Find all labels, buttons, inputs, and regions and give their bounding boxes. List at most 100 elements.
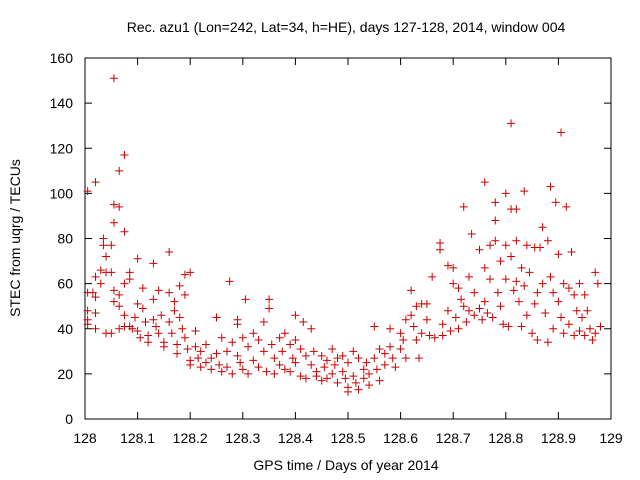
data-point-79: [194, 354, 203, 363]
data-point-21: [109, 74, 118, 83]
data-point-84: [207, 354, 216, 363]
data-point-95: [228, 369, 237, 378]
data-point-266: [554, 250, 563, 259]
data-point-168: [375, 376, 384, 385]
data-point-103: [244, 342, 253, 351]
data-point-0: [83, 187, 92, 196]
data-point-146: [333, 354, 342, 363]
data-point-72: [180, 333, 189, 342]
data-point-5: [88, 288, 97, 297]
data-point-231: [501, 189, 510, 198]
data-point-145: [330, 360, 339, 369]
data-point-174: [391, 363, 400, 372]
x-tick-label-0: 128: [73, 430, 97, 446]
data-point-211: [467, 229, 476, 238]
data-point-30: [115, 324, 124, 333]
data-point-131: [301, 351, 310, 360]
data-point-276: [570, 290, 579, 299]
data-point-91: [223, 347, 232, 356]
data-point-81: [196, 363, 205, 372]
data-point-74: [186, 268, 195, 277]
x-tick-label-7: 128.7: [436, 430, 471, 446]
data-point-243: [517, 263, 526, 272]
data-point-115: [270, 354, 279, 363]
y-tick-label-2: 40: [57, 321, 73, 337]
data-point-40: [130, 313, 139, 322]
data-point-262: [546, 272, 555, 281]
data-point-127: [291, 358, 300, 367]
data-point-190: [425, 331, 434, 340]
data-point-233: [501, 275, 510, 284]
data-point-203: [454, 284, 463, 293]
data-point-106: [249, 356, 258, 365]
data-point-169: [380, 349, 389, 358]
data-point-162: [365, 369, 374, 378]
data-point-89: [217, 333, 226, 342]
data-point-290: [596, 322, 605, 331]
data-point-229: [496, 302, 505, 311]
data-point-138: [317, 351, 326, 360]
y-tick-label-4: 80: [57, 231, 73, 247]
data-point-182: [409, 322, 418, 331]
data-point-283: [580, 331, 589, 340]
data-point-227: [493, 288, 502, 297]
data-point-55: [154, 329, 163, 338]
data-point-171: [386, 324, 395, 333]
data-point-18: [107, 241, 116, 250]
data-point-88: [215, 360, 224, 369]
data-point-220: [483, 308, 492, 317]
data-point-124: [288, 354, 297, 363]
data-point-230: [499, 320, 508, 329]
data-point-122: [286, 340, 295, 349]
data-point-90: [217, 367, 226, 376]
data-point-37: [125, 275, 134, 284]
data-point-279: [575, 279, 584, 288]
data-point-234: [504, 322, 513, 331]
data-point-27: [115, 202, 124, 211]
data-point-36: [125, 268, 134, 277]
data-point-137: [312, 372, 321, 381]
data-point-178: [401, 315, 410, 324]
data-point-217: [480, 178, 489, 187]
data-point-121: [280, 365, 289, 374]
data-point-132: [301, 374, 310, 383]
data-point-286: [588, 336, 597, 345]
data-point-59: [165, 248, 174, 257]
data-point-126: [291, 336, 300, 345]
data-point-64: [170, 306, 179, 315]
data-point-177: [399, 336, 408, 345]
data-point-10: [91, 324, 100, 333]
data-point-164: [370, 322, 379, 331]
data-point-78: [191, 342, 200, 351]
data-point-260: [543, 338, 552, 347]
data-point-252: [530, 299, 539, 308]
x-tick-label-2: 128.2: [173, 430, 208, 446]
x-tick-label-1: 128.1: [120, 430, 155, 446]
data-point-218: [480, 263, 489, 272]
data-point-33: [120, 279, 129, 288]
data-point-62: [167, 329, 176, 338]
data-point-70: [180, 270, 189, 279]
data-point-69: [178, 324, 187, 333]
data-point-26: [115, 166, 124, 175]
data-point-255: [535, 243, 544, 252]
data-point-19: [107, 268, 116, 277]
data-point-63: [170, 297, 179, 306]
data-point-239: [512, 205, 521, 214]
data-point-176: [396, 345, 405, 354]
data-point-170: [380, 360, 389, 369]
data-point-221: [486, 241, 495, 250]
data-point-237: [507, 252, 516, 261]
data-point-29: [115, 302, 124, 311]
data-point-101: [238, 365, 247, 374]
data-point-160: [359, 374, 368, 383]
data-point-257: [538, 279, 547, 288]
x-tick-label-9: 128.9: [541, 430, 576, 446]
data-point-4: [83, 320, 92, 329]
data-point-254: [533, 336, 542, 345]
data-point-161: [362, 358, 371, 367]
data-point-65: [173, 340, 182, 349]
data-point-249: [525, 268, 534, 277]
data-point-14: [99, 241, 108, 250]
y-tick-label-3: 60: [57, 276, 73, 292]
